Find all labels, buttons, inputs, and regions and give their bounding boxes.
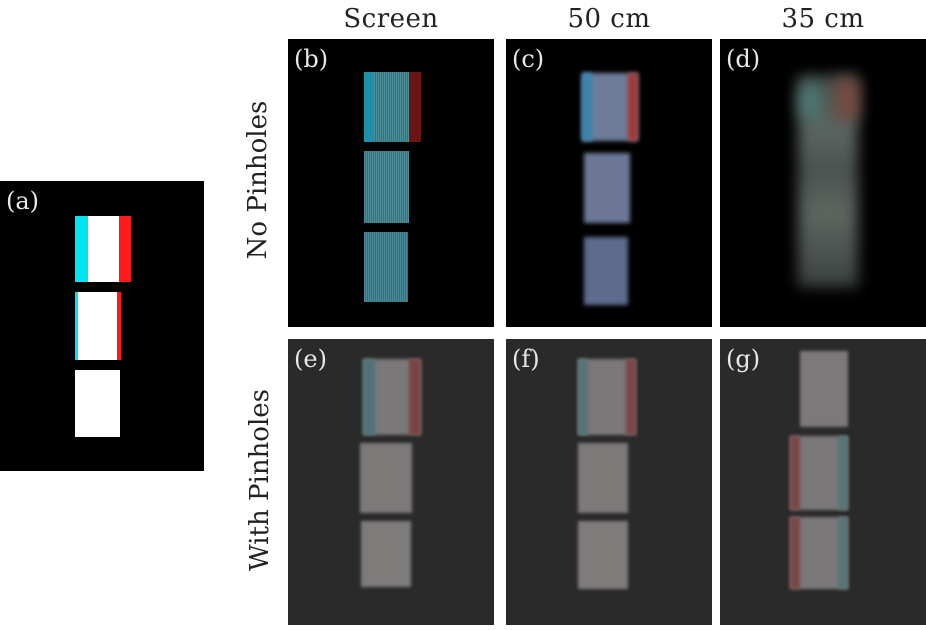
panel-g: (g): [720, 339, 926, 625]
top-block-cyan-fringe: [578, 359, 588, 435]
middle-block-cyan-fringe: [75, 292, 78, 360]
top-block-cyan-fringe: [363, 359, 375, 435]
panel-label-f: (f): [512, 345, 540, 373]
top-block-cyan-fringe: [75, 216, 88, 282]
middle-block: [364, 151, 409, 223]
column-title-35cm: 35 cm: [781, 4, 865, 34]
column-title-screen: Screen: [343, 4, 439, 34]
top-block-cyan-fringe: [364, 72, 374, 142]
bottom-block: [75, 370, 120, 437]
panel-c: (c): [506, 39, 712, 327]
panel-d: (d): [720, 39, 926, 327]
panel-label-c: (c): [512, 45, 545, 73]
panel-label-e: (e): [294, 345, 327, 373]
middle-block-red-fringe: [790, 436, 800, 510]
middle-block-red-fringe: [117, 292, 121, 360]
panel-b: (b): [288, 39, 494, 327]
bottom-block-cyan-fringe: [838, 517, 848, 589]
top-block-red-fringe: [628, 73, 638, 141]
panel-label-a: (a): [6, 187, 40, 215]
middle-block: [360, 443, 412, 513]
top-block-red-fringe: [409, 72, 421, 142]
middle-block: [584, 153, 630, 223]
panel-e: (e): [288, 339, 494, 625]
bottom-block: [578, 521, 628, 589]
bottom-block: [584, 237, 628, 305]
bottom-block: [364, 232, 408, 302]
top-block-red-fringe: [626, 359, 636, 435]
panel-label-d: (d): [726, 45, 761, 73]
middle-block: [578, 443, 628, 513]
panel-label-b: (b): [294, 45, 329, 73]
panel-label-g: (g): [726, 345, 761, 373]
top-block-red-fringe: [119, 216, 131, 282]
top-block-red-fringe: [409, 359, 421, 435]
panel-f: (f): [506, 339, 712, 625]
top-block: [800, 351, 848, 427]
top-cyan-halo: [800, 85, 820, 117]
row-title-no-pinholes: No Pinholes: [243, 100, 273, 260]
panel-a: (a): [0, 181, 204, 471]
bottom-block-red-fringe: [790, 517, 800, 589]
top-block-cyan-fringe: [582, 73, 592, 141]
middle-block: [75, 292, 121, 360]
column-title-50cm: 50 cm: [567, 4, 651, 34]
middle-block-cyan-fringe: [838, 436, 848, 510]
bottom-block: [361, 521, 411, 587]
top-red-halo: [836, 79, 858, 119]
row-title-with-pinholes: With Pinholes: [245, 388, 275, 572]
